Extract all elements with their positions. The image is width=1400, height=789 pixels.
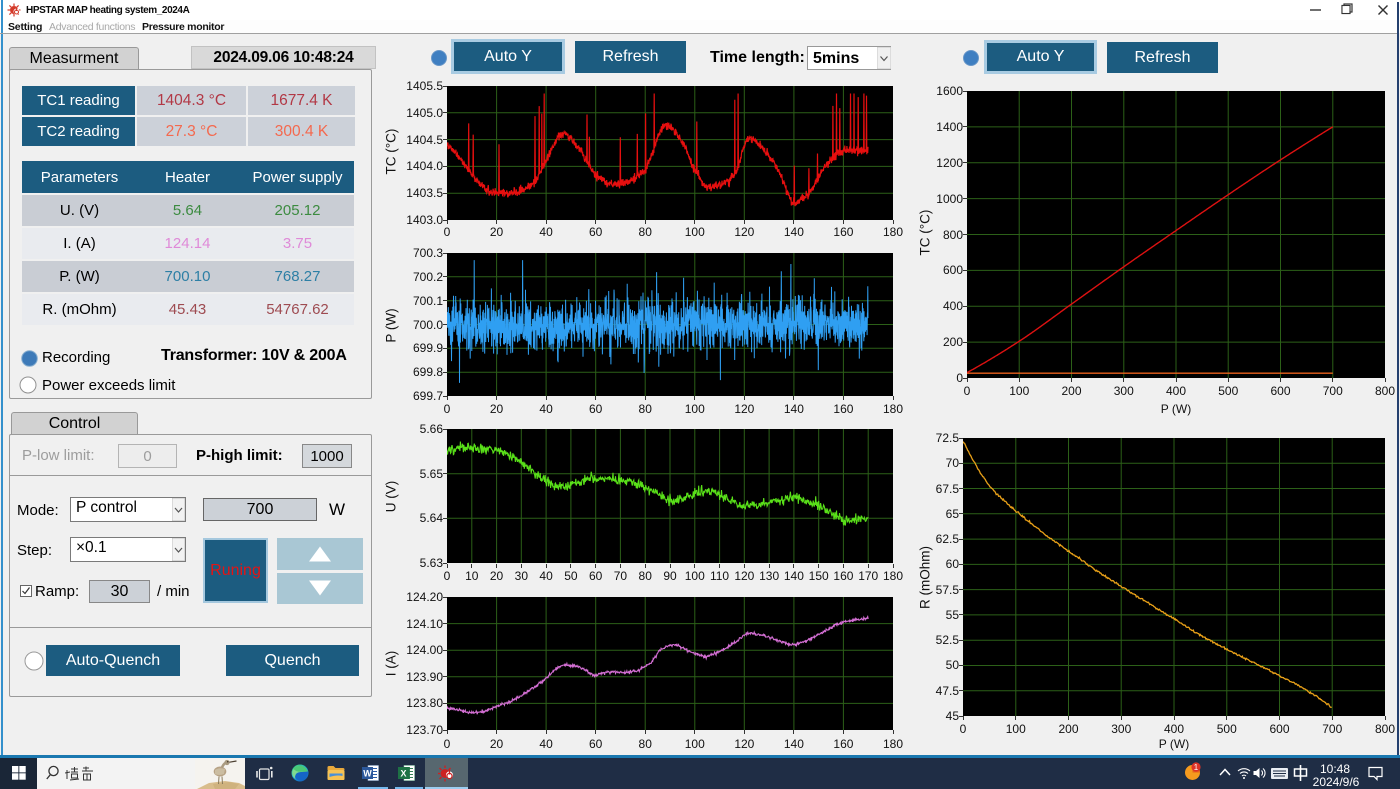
svg-text:W: W [363, 769, 372, 779]
svg-text:X: X [400, 769, 406, 779]
svg-text:1: 1 [1194, 763, 1199, 772]
